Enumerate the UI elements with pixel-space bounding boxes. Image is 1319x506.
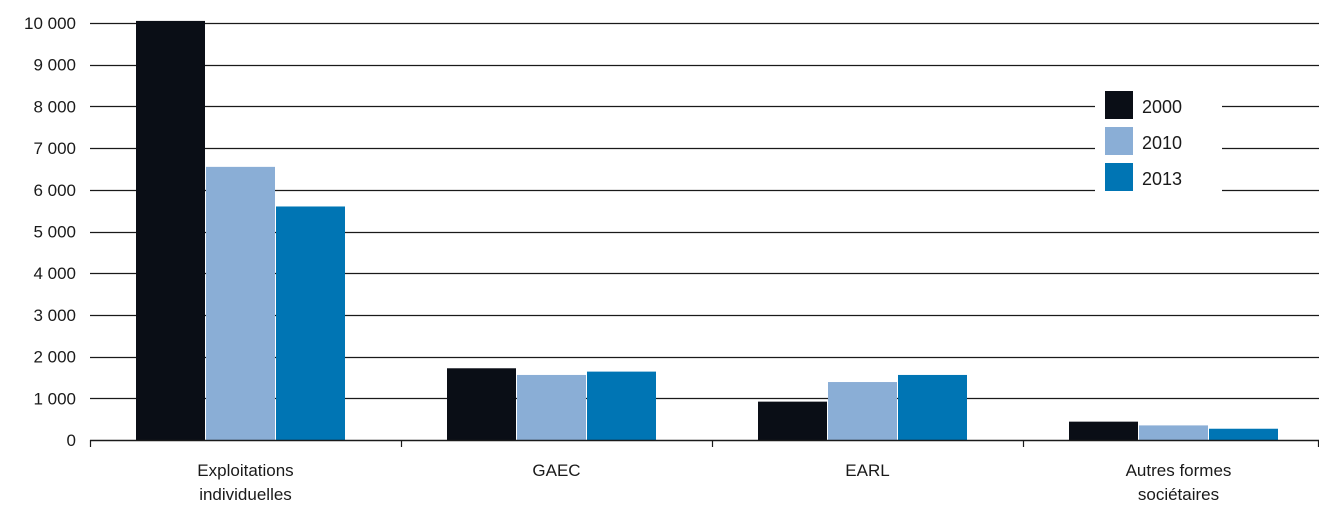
y-tick-label: 2 000 xyxy=(33,348,76,367)
x-category-label: individuelles xyxy=(199,485,292,504)
bar xyxy=(1139,425,1208,440)
y-tick-label: 8 000 xyxy=(33,97,76,116)
bar xyxy=(517,374,586,440)
legend-label: 2000 xyxy=(1142,97,1182,117)
legend-swatch xyxy=(1105,91,1133,119)
x-category-label: GAEC xyxy=(532,461,580,480)
y-tick-label: 1 000 xyxy=(33,389,76,408)
legend-label: 2010 xyxy=(1142,133,1182,153)
legend-swatch xyxy=(1105,163,1133,191)
bar xyxy=(276,206,345,440)
bar xyxy=(136,20,205,440)
legend-swatch xyxy=(1105,127,1133,155)
x-category-label: Autres formes xyxy=(1126,461,1232,480)
legend: 2000 2010 2013 xyxy=(1105,91,1182,191)
y-tick-label: 9 000 xyxy=(33,56,76,75)
bar xyxy=(758,401,827,440)
y-tick-label: 6 000 xyxy=(33,181,76,200)
axes xyxy=(89,439,1319,447)
x-category-label: EARL xyxy=(845,461,889,480)
y-tick-labels: 0 1 000 2 000 3 000 4 000 5 000 6 000 7 000 8 00… xyxy=(24,14,76,450)
x-category-labels: Exploitations individuelles GAEC EARL Autres… xyxy=(197,461,1231,504)
y-tick-label: 0 xyxy=(67,431,76,450)
bars xyxy=(136,20,1278,441)
bar xyxy=(206,166,275,441)
y-tick-label: 7 000 xyxy=(33,139,76,158)
x-category-label: Exploitations xyxy=(197,461,293,480)
bar xyxy=(447,368,516,440)
y-tick-label: 10 000 xyxy=(24,14,76,33)
bar xyxy=(828,382,897,440)
y-tick-label: 5 000 xyxy=(33,223,76,242)
y-tick-label: 4 000 xyxy=(33,264,76,283)
legend-label: 2013 xyxy=(1142,169,1182,189)
bar xyxy=(587,371,656,440)
bar xyxy=(1069,421,1138,440)
bar xyxy=(898,374,967,440)
bar xyxy=(1209,428,1278,440)
x-category-label: sociétaires xyxy=(1138,485,1219,504)
y-tick-label: 3 000 xyxy=(33,306,76,325)
